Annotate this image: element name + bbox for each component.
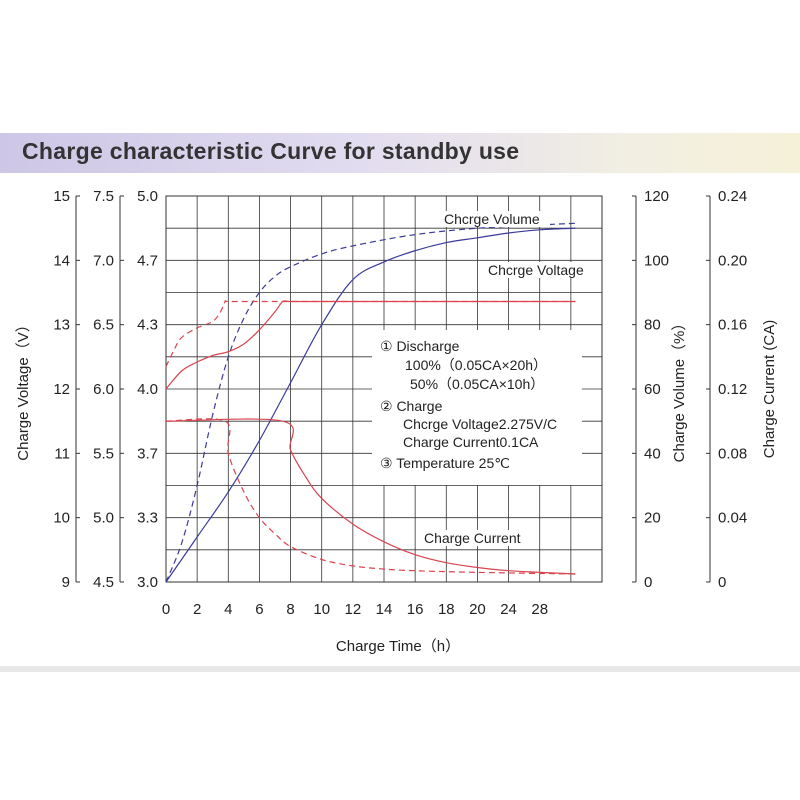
- right-axis-tick-label: 80: [644, 317, 661, 334]
- annotation-line: ③ Temperature 25℃: [380, 455, 510, 471]
- left-axis-tick-label: 4.7: [137, 252, 158, 269]
- left-axis-tick-label: 6.0: [93, 381, 114, 398]
- right-axis-title: Charge Current (CA): [761, 320, 778, 458]
- annotation-line: 100%（0.05CA×20h）: [405, 357, 547, 373]
- left-axis-tick-label: 7.5: [93, 188, 114, 205]
- right-axis-tick-label: 0.04: [718, 510, 747, 527]
- left-axis-tick-label: 5.0: [137, 188, 158, 205]
- annotation-line: Charge Current0.1CA: [403, 434, 539, 450]
- curve-label-volume: Chcrge Volume: [444, 211, 540, 227]
- x-axis-tick-label: 20: [469, 601, 486, 618]
- left-axis-tick-label: 5.5: [93, 445, 114, 462]
- x-axis-tick-label: 0: [162, 601, 170, 618]
- right-axis-tick-label: 20: [644, 510, 661, 527]
- right-axis-tick-label: 0: [718, 574, 726, 591]
- right-axis-tick-label: 0.16: [718, 317, 747, 334]
- left-axis-tick-label: 9: [62, 574, 70, 591]
- right-axis-tick-label: 0.12: [718, 381, 747, 398]
- left-axis-tick-label: 3.0: [137, 574, 158, 591]
- x-axis-tick-label: 8: [286, 601, 294, 618]
- series-voltage-50-line: [165, 300, 576, 367]
- left-axis-tick-label: 13: [53, 317, 70, 334]
- curve-label-voltage: Chcrge Voltage: [488, 262, 584, 278]
- left-axis-tick-label: 5.0: [93, 510, 114, 527]
- left-axis-tick-label: 3.3: [137, 510, 158, 527]
- left-axis-tick-label: 15: [53, 188, 70, 205]
- right-axis-tick-label: 120: [644, 188, 669, 205]
- right-axis-tick-label: 0.24: [718, 188, 747, 205]
- x-axis-tick-label: 24: [500, 601, 517, 618]
- x-axis-tick-label: 6: [255, 601, 263, 618]
- series-current-50-line: [165, 418, 576, 575]
- chart-labels: Chcrge Volume Chcrge Voltage Charge Curren…: [372, 211, 596, 546]
- x-axis-title: Charge Time（h）: [336, 638, 460, 655]
- annotation-line: ① Discharge: [380, 338, 460, 354]
- annotation-box: [372, 330, 582, 485]
- curve-label-background: [442, 211, 550, 227]
- x-axis-tick-label: 14: [376, 601, 393, 618]
- chart-axes: 15 14 13 12 11 10 9 Charge Voltage（V） 7.5 7.0 6.5 6…: [15, 188, 778, 655]
- left-axis-title: Charge Voltage（V）: [15, 317, 32, 460]
- x-axis-tick-label: 2: [193, 601, 201, 618]
- left-axis-tick-label: 10: [53, 510, 70, 527]
- x-axis-tick-label: 10: [313, 601, 330, 618]
- left-axis-tick-label: 11: [54, 445, 70, 462]
- left-axis-tick-label: 4.5: [93, 574, 114, 591]
- chart-series: [165, 222, 576, 583]
- right-axis-title: Charge Volume（%）: [671, 316, 688, 463]
- x-axis-tick-label: 28: [531, 601, 548, 618]
- left-axis-tick-label: 6.5: [93, 317, 114, 334]
- left-axis-tick-label: 12: [53, 381, 70, 398]
- series-current-100-line: [165, 418, 576, 575]
- x-axis-tick-label: 18: [438, 601, 455, 618]
- left-axis-tick-label: 3.7: [137, 445, 158, 462]
- right-axis-tick-label: 40: [644, 445, 661, 462]
- annotation-line: Chcrge Voltage2.275V/C: [403, 416, 557, 432]
- right-axis-tick-label: 0.20: [718, 252, 747, 269]
- annotation-line: ② Charge: [380, 398, 443, 414]
- x-axis-tick-label: 4: [224, 601, 232, 618]
- annotation-line: 50%（0.05CA×10h）: [410, 376, 544, 392]
- x-axis-tick-label: 12: [345, 601, 362, 618]
- chart-title: Charge characteristic Curve for standby …: [22, 138, 520, 164]
- series-volume-50-line: [165, 222, 576, 583]
- right-axis-tick-label: 0: [644, 574, 652, 591]
- bottom-band: [0, 666, 800, 672]
- right-axis-tick-label: 100: [644, 252, 669, 269]
- left-axis-tick-label: 14: [53, 252, 70, 269]
- right-axis-tick-label: 60: [644, 381, 661, 398]
- left-axis-tick-label: 4.0: [137, 381, 158, 398]
- series-volume-100-line: [165, 227, 576, 583]
- curve-label-background: [422, 530, 534, 546]
- x-axis-tick-label: 16: [407, 601, 424, 618]
- title-banner: Charge characteristic Curve for standby …: [0, 133, 800, 173]
- series-voltage-100-line: [165, 300, 576, 390]
- right-axis-tick-label: 0.08: [718, 445, 747, 462]
- curve-label-background: [486, 262, 596, 278]
- left-axis-tick-label: 4.3: [137, 317, 158, 334]
- curve-label-current: Charge Current: [424, 530, 521, 546]
- left-axis-tick-label: 7.0: [93, 252, 114, 269]
